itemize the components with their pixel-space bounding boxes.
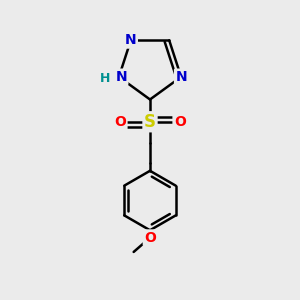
Text: O: O: [174, 115, 186, 129]
Text: H: H: [100, 72, 110, 85]
Text: N: N: [125, 33, 136, 47]
Text: O: O: [114, 115, 126, 129]
Text: S: S: [144, 113, 156, 131]
Text: O: O: [144, 231, 156, 245]
Text: N: N: [175, 70, 187, 84]
Text: N: N: [116, 70, 127, 84]
